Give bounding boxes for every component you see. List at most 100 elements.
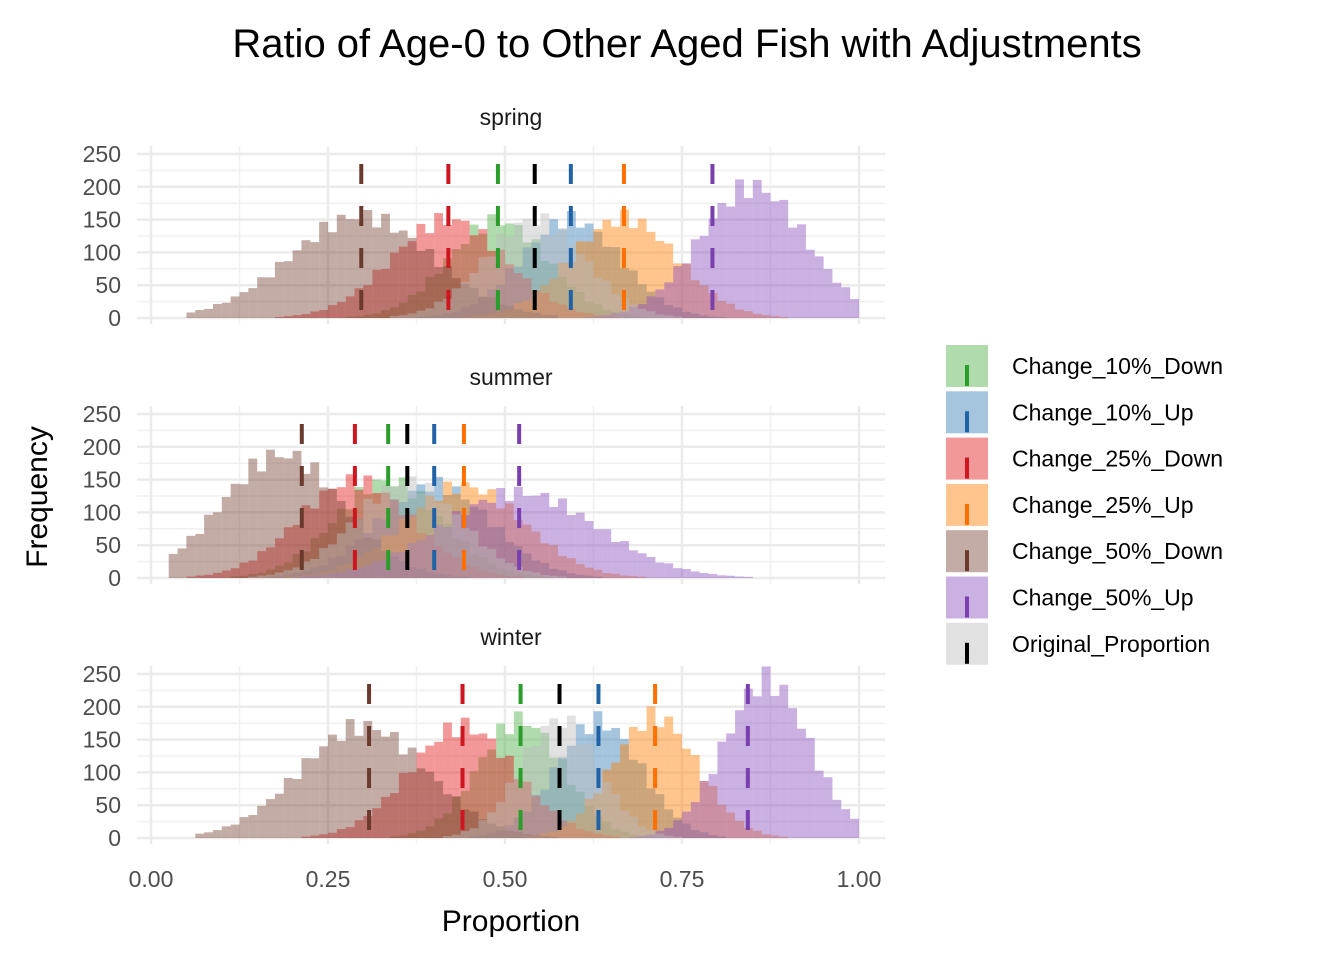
bar-original-proportion [434,301,444,318]
bar-change-50pct-down [328,232,337,318]
bar-change-50pct-down [248,815,258,838]
bar-change-10pct-down [301,551,311,578]
bar-change-25pct-down [345,296,355,318]
y-tick-label: 150 [83,207,121,233]
bar-change-25pct-down [301,314,311,318]
legend-item-change-10pct-up: Change_10%_Up [946,391,1194,434]
bar-change-25pct-down [549,810,559,838]
bar-change-50pct-up [823,777,833,838]
bar-original-proportion [319,548,328,578]
bar-change-50pct-down [221,302,231,318]
legend-item-change-10pct-down: Change_10%_Down [946,345,1223,387]
series-change-50pct-down [195,719,559,838]
bar-change-25pct-up [522,836,532,838]
bar-change-10pct-up [602,730,612,838]
bar-original-proportion [407,476,417,578]
bar-original-proportion [407,313,417,318]
bar-change-25pct-down [478,570,488,578]
facet-label-spring: spring [480,104,543,130]
bar-change-10pct-up [593,576,603,578]
bar-change-10pct-up [637,284,647,318]
bar-original-proportion [584,743,594,838]
bar-change-50pct-down [239,484,249,578]
bar-original-proportion [637,309,647,318]
bar-change-10pct-down [451,249,461,318]
bar-change-50pct-down [310,462,320,578]
bar-change-25pct-up [549,278,559,318]
bar-change-25pct-up [611,573,621,578]
bar-change-25pct-up [549,545,559,578]
bar-original-proportion [531,745,541,838]
bar-change-10pct-down [628,315,638,318]
bar-change-50pct-up [425,535,435,578]
bar-original-proportion [558,228,567,318]
bar-change-25pct-up [620,575,629,578]
bar-change-25pct-down [230,568,240,578]
bar-change-25pct-up [549,831,559,838]
bar-change-10pct-down [460,244,470,318]
bar-change-50pct-up [328,572,337,578]
bar-change-25pct-up [752,313,762,318]
legend-item-change-25pct-up: Change_25%_Up [946,483,1194,526]
bar-change-50pct-up [743,576,753,578]
bar-original-proportion [646,830,656,838]
bar-change-50pct-up [841,809,851,838]
bar-change-50pct-up [841,287,851,318]
bar-change-10pct-up [584,575,594,578]
bar-change-10pct-up [593,231,603,318]
bar-change-25pct-up [301,575,311,578]
bar-change-25pct-down [434,546,444,578]
bar-change-50pct-down [354,219,364,318]
bar-change-10pct-down [646,836,656,838]
bar-change-10pct-up [496,284,505,318]
bar-change-50pct-up [558,498,567,578]
bar-change-25pct-down [558,304,567,318]
bar-change-50pct-down [230,296,240,318]
bar-change-50pct-down [451,278,461,318]
bar-change-25pct-down [221,570,231,578]
bar-change-10pct-up [673,817,682,838]
bar-change-10pct-down [531,239,541,318]
histogram-bars [168,449,753,578]
bar-change-25pct-up [770,835,780,838]
bar-change-50pct-down [195,533,205,578]
bar-change-10pct-up [558,229,567,318]
facet-panels: spring 0 50 100 150 200 250 summer 0 50 100 150 200 2… [83,104,885,851]
bar-original-proportion [283,570,293,578]
bar-change-25pct-up [566,820,576,838]
bar-change-10pct-up [487,832,497,838]
bar-change-10pct-up [381,519,390,578]
bar-original-proportion [673,316,682,318]
bar-original-proportion [248,576,258,578]
bar-change-25pct-down [381,268,390,318]
bar-change-25pct-down [292,524,302,578]
bar-change-10pct-up [699,315,709,318]
mean-lines [359,164,715,318]
x-tick-label: 1.00 [837,866,882,892]
bar-change-50pct-down [301,758,311,838]
y-tick-label: 100 [83,499,121,525]
bar-change-50pct-down [168,553,178,578]
y-tick-label: 150 [83,467,121,493]
bar-change-50pct-up [761,192,771,318]
bar-change-10pct-down [354,316,364,318]
bar-change-10pct-up [646,291,656,318]
bar-change-10pct-up [416,316,426,318]
bar-change-25pct-down [487,738,497,838]
bar-change-25pct-down [389,793,399,838]
bar-change-25pct-down [460,564,470,578]
bar-change-25pct-down [319,490,328,578]
bar-change-25pct-down [389,499,399,578]
bar-original-proportion [469,530,479,578]
bar-change-50pct-up [354,568,364,578]
bar-original-proportion [469,828,479,838]
bar-change-25pct-down [584,831,594,838]
bar-change-50pct-down [381,213,390,318]
legend-label: Change_10%_Down [1012,353,1223,379]
bar-change-50pct-down [522,834,532,838]
bar-change-10pct-up [540,234,550,318]
bar-change-50pct-down [292,250,302,318]
bar-original-proportion [451,834,461,838]
bar-change-10pct-up [487,527,497,578]
bar-change-10pct-up [682,823,691,838]
